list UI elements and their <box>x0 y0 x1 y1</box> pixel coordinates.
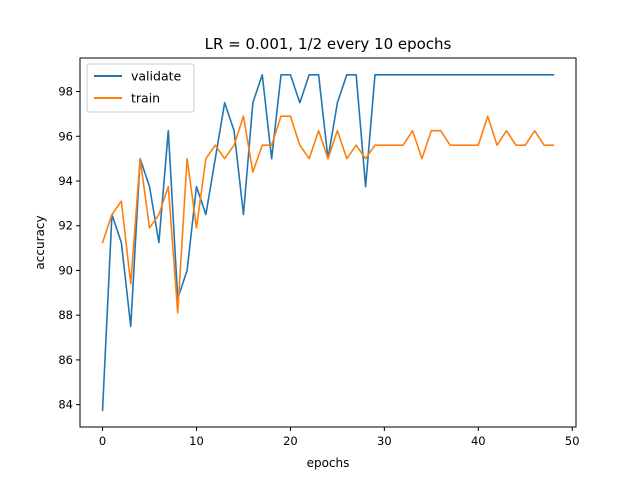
plot-frame <box>79 57 577 428</box>
x-axis-ticks: 0 10 20 30 40 50 <box>99 427 580 448</box>
chart-title: LR = 0.001, 1/2 every 10 epochs <box>205 35 452 53</box>
series-line-validate <box>101 73 555 412</box>
y-tick-label: 96 <box>58 129 73 143</box>
y-tick-label: 92 <box>58 219 73 233</box>
x-tick-label: 50 <box>565 434 580 448</box>
y-tick-label: 84 <box>58 398 73 412</box>
legend-label-validate: validate <box>131 69 181 84</box>
x-tick-label: 40 <box>471 434 486 448</box>
y-axis-ticks: 84 86 88 90 92 94 96 98 <box>58 85 80 412</box>
y-tick-label: 90 <box>58 263 73 277</box>
x-tick-label: 20 <box>283 434 298 448</box>
legend-label-train: train <box>131 91 160 106</box>
y-tick-label: 88 <box>58 308 73 322</box>
legend: validate train <box>86 63 195 113</box>
x-tick-label: 10 <box>189 434 204 448</box>
y-tick-label: 86 <box>58 353 73 367</box>
y-tick-label: 94 <box>58 174 73 188</box>
x-axis-label: epochs <box>307 456 350 470</box>
series-line-train <box>101 115 555 314</box>
plot-lines <box>101 73 555 412</box>
x-tick-label: 30 <box>377 434 392 448</box>
y-tick-label: 98 <box>58 85 73 99</box>
y-axis-label: accuracy <box>33 215 47 269</box>
x-tick-label: 0 <box>99 434 106 448</box>
